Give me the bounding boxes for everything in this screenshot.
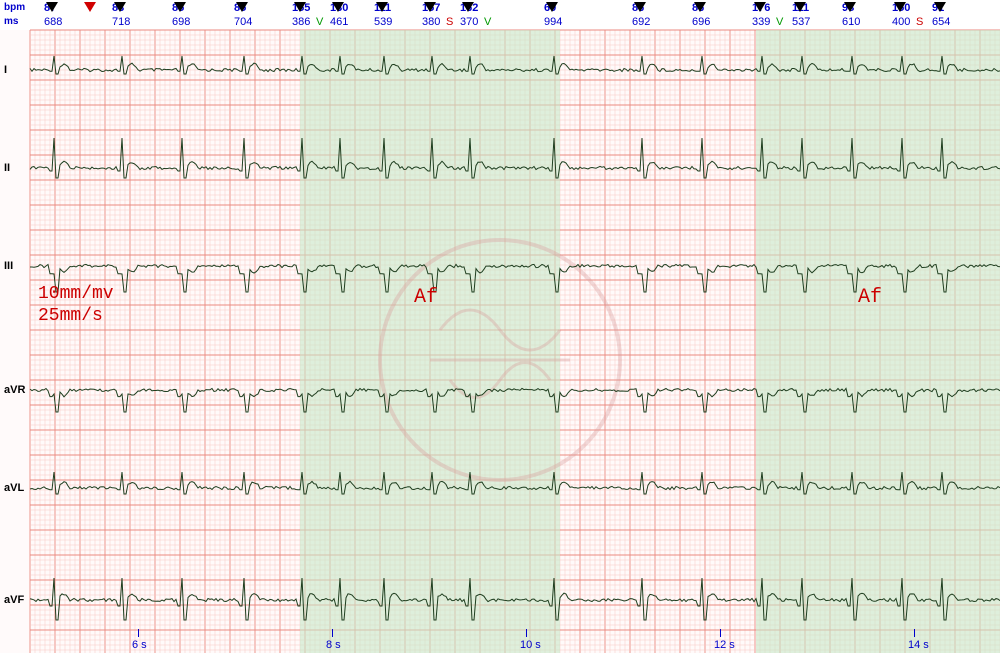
ms-value: 610 (842, 16, 860, 28)
time-axis-tick-mark (914, 629, 915, 637)
ms-value: 386 (292, 16, 310, 28)
beat-marker-triangle (934, 2, 946, 12)
bpm-value: 86 (692, 2, 704, 14)
ms-value: 718 (112, 16, 130, 28)
bpm-value: 98 (842, 2, 854, 14)
ms-value: 400 (892, 16, 910, 28)
bpm-value: 111 (374, 2, 391, 14)
beat-type-letter: V (484, 16, 491, 28)
ms-value: 692 (632, 16, 650, 28)
bpm-value: 150 (892, 2, 910, 14)
ecg-trace-III (30, 264, 1000, 292)
highlight-regions (0, 0, 1000, 653)
ms-value: 537 (792, 16, 810, 28)
header-band: bpm ms 87 688 83 718 85 698 85 704 155 386 V 130 461… (0, 0, 1000, 653)
beat-type-letter: V (316, 16, 323, 28)
af-highlight-region (300, 30, 560, 653)
ecg-trace-aVL (30, 472, 1000, 494)
annotations-layer: 10mm/mv 25mm/s IIIIIIaVRaVLaVFAfAf6 s8 s… (0, 0, 1000, 653)
beat-marker-triangle (462, 2, 474, 12)
beat-marker-triangle (794, 2, 806, 12)
calibration-line2: 25mm/s (38, 306, 103, 326)
time-axis-tick: 12 s (714, 639, 735, 651)
time-axis-tick: 10 s (520, 639, 541, 651)
lead-label-II: II (4, 162, 10, 174)
bpm-value: 60 (544, 2, 556, 14)
beat-marker-triangle (294, 2, 306, 12)
bpm-value: 91 (932, 2, 944, 14)
beat-marker-triangle (894, 2, 906, 12)
ms-value: 704 (234, 16, 252, 28)
beat-markers (0, 0, 1000, 653)
ms-value: 654 (932, 16, 950, 28)
beat-marker-triangle (424, 2, 436, 12)
ecg-trace-aVR (30, 388, 1000, 412)
ms-value: 370 (460, 16, 478, 28)
beat-marker-triangle (84, 2, 96, 12)
lead-label-aVR: aVR (4, 384, 25, 396)
ms-value: 698 (172, 16, 190, 28)
af-label: Af (858, 286, 882, 309)
time-axis-tick-mark (332, 629, 333, 637)
beat-marker-triangle (174, 2, 186, 12)
af-label: Af (414, 286, 438, 309)
ms-value: 461 (330, 16, 348, 28)
bpm-value: 86 (632, 2, 644, 14)
ms-value: 380 (422, 16, 440, 28)
ms-value: 339 (752, 16, 770, 28)
ms-value: 688 (44, 16, 62, 28)
time-axis-tick-mark (720, 629, 721, 637)
bpm-value: 111 (792, 2, 809, 14)
bpm-value: 162 (460, 2, 478, 14)
bpm-value: 130 (330, 2, 348, 14)
bpm-value: 87 (44, 2, 56, 14)
grid-background (0, 0, 1000, 653)
beat-marker-triangle (46, 2, 58, 12)
beat-marker-triangle (754, 2, 766, 12)
axis-label-ms: ms (4, 16, 18, 27)
beat-marker-triangle (694, 2, 706, 12)
bpm-value: 157 (422, 2, 440, 14)
ecg-traces (0, 0, 1000, 653)
beat-marker-triangle (546, 2, 558, 12)
beat-marker-triangle (376, 2, 388, 12)
ecg-chart-root: bpm ms 87 688 83 718 85 698 85 704 155 386 V 130 461… (0, 0, 1000, 653)
beat-type-letter: S (446, 16, 453, 28)
bpm-value: 85 (234, 2, 246, 14)
beat-marker-triangle (634, 2, 646, 12)
ms-value: 696 (692, 16, 710, 28)
time-axis-tick: 6 s (132, 639, 147, 651)
time-axis-tick-mark (526, 629, 527, 637)
af-highlight-region (756, 30, 1000, 653)
ms-value: 994 (544, 16, 562, 28)
lead-label-I: I (4, 64, 7, 76)
time-axis-tick: 8 s (326, 639, 341, 651)
watermark (0, 0, 1000, 653)
beat-type-letter: S (916, 16, 923, 28)
lead-label-III: III (4, 260, 13, 272)
beat-type-letter: V (776, 16, 783, 28)
time-axis-tick: 14 s (908, 639, 929, 651)
ecg-trace-I (30, 56, 1000, 74)
bpm-value: 85 (172, 2, 184, 14)
bpm-value: 83 (112, 2, 124, 14)
bpm-value: 176 (752, 2, 770, 14)
ecg-trace-aVF (30, 578, 1000, 620)
bpm-value: 155 (292, 2, 310, 14)
beat-marker-triangle (114, 2, 126, 12)
ecg-trace-II (30, 138, 1000, 178)
beat-marker-triangle (236, 2, 248, 12)
calibration-line1: 10mm/mv (38, 284, 114, 304)
lead-label-aVL: aVL (4, 482, 24, 494)
time-axis-tick-mark (138, 629, 139, 637)
lead-label-aVF: aVF (4, 594, 24, 606)
axis-label-bpm: bpm (4, 2, 25, 13)
beat-marker-triangle (844, 2, 856, 12)
beat-marker-triangle (332, 2, 344, 12)
ms-value: 539 (374, 16, 392, 28)
